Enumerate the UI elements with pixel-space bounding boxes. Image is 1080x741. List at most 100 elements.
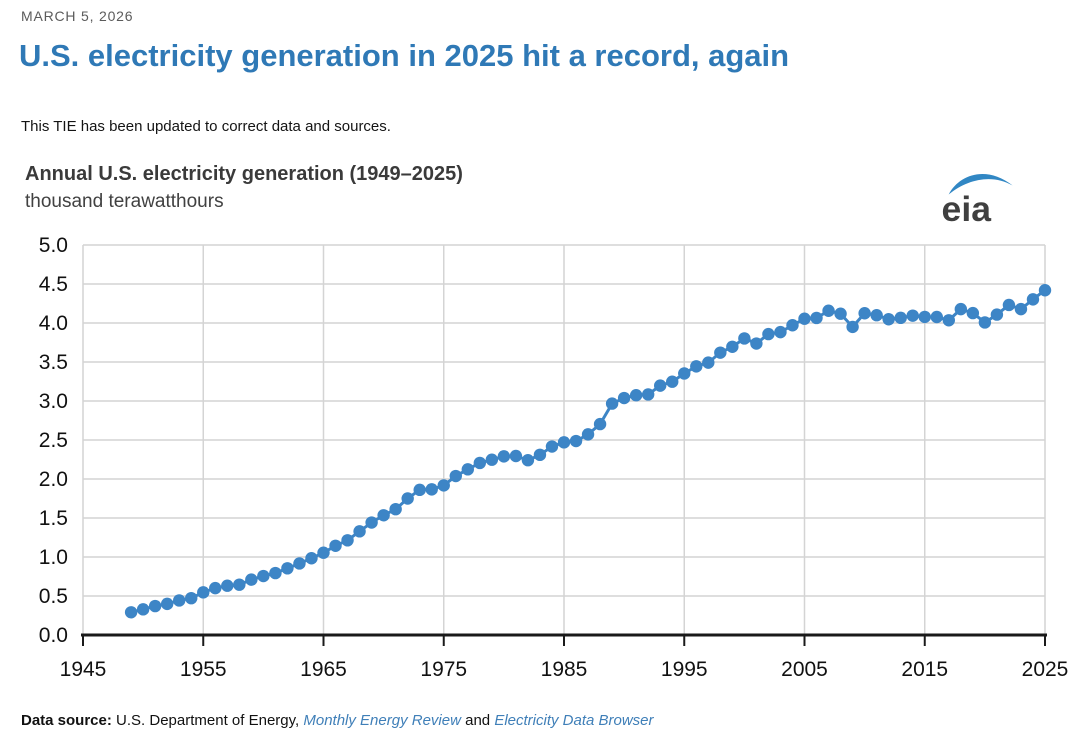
data-point [810, 311, 823, 325]
data-line [130, 289, 1046, 614]
y-axis-tick-label: 5.0 [39, 234, 68, 257]
data-point [569, 434, 583, 448]
data-point [834, 307, 847, 320]
data-point [509, 449, 523, 463]
data-point [1014, 302, 1028, 316]
data-point [762, 327, 775, 341]
x-axis-tick-label: 1995 [661, 658, 708, 681]
data-point [918, 310, 931, 324]
data-point [798, 312, 811, 325]
data-point [593, 417, 607, 431]
data-point [221, 579, 234, 592]
data-point [641, 388, 655, 401]
data-point [629, 389, 643, 402]
data-point [666, 375, 679, 388]
data-point [269, 566, 282, 580]
data-point [966, 306, 980, 320]
data-point [617, 391, 631, 405]
update-note: This TIE has been updated to correct dat… [21, 118, 391, 135]
data-point [702, 356, 715, 369]
x-axis-tick-label: 2015 [901, 658, 948, 681]
y-axis-tick-label: 4.0 [39, 312, 68, 335]
data-point [774, 325, 787, 339]
x-axis-tick-label: 1945 [60, 658, 107, 681]
data-point [690, 360, 703, 373]
data-point [365, 516, 378, 529]
data-point [148, 599, 162, 613]
data-point [942, 314, 955, 327]
data-point [678, 367, 691, 380]
data-point [906, 309, 919, 322]
data-point [605, 397, 619, 410]
generation-chart: 0.0 0.5 1.0 1.5 2.0 2.5 3.0 3.5 4.0 4.5 5.0 1945 195… [39, 234, 1069, 681]
data-point [978, 316, 992, 329]
data-point [521, 454, 535, 467]
data-point [425, 483, 438, 496]
y-axis-tick-label: 0.0 [39, 624, 68, 647]
data-source-label: Data source: [21, 712, 112, 729]
monthly-energy-review-link[interactable]: Monthly Energy Review [303, 712, 461, 729]
data-point [786, 319, 799, 332]
data-point [557, 436, 571, 449]
data-point [341, 534, 354, 547]
data-point [329, 539, 342, 552]
data-point [1026, 293, 1040, 306]
data-point [497, 450, 511, 463]
y-axis-tick-label: 2.0 [39, 468, 68, 491]
data-point [377, 509, 390, 522]
data-point [954, 302, 968, 316]
y-axis-tick-label: 2.5 [39, 429, 68, 452]
data-point [160, 597, 174, 611]
data-point [257, 569, 270, 583]
data-source-text: U.S. Department of Energy, [111, 712, 304, 729]
data-point [233, 578, 246, 591]
data-point [209, 581, 222, 595]
y-axis-tick-label: 3.0 [39, 390, 68, 413]
electricity-data-browser-link[interactable]: Electricity Data Browser [494, 712, 654, 729]
data-point [822, 304, 835, 317]
data-point [281, 562, 294, 575]
eia-logo: eia [942, 173, 1013, 228]
date-label: MARCH 5, 2026 [21, 8, 134, 24]
y-axis-tick-label: 4.5 [39, 273, 68, 296]
chart-units-subtitle: thousand terawatthours [25, 191, 224, 212]
eia-logo-text: eia [942, 189, 992, 228]
data-point [449, 469, 462, 483]
data-point [173, 594, 186, 607]
chart-title: Annual U.S. electricity generation (1949… [25, 163, 463, 185]
data-point [870, 309, 883, 322]
page-title: U.S. electricity generation in 2025 hit … [19, 38, 790, 73]
y-axis-tick-label: 0.5 [39, 585, 68, 608]
data-point [533, 448, 547, 462]
data-point [389, 502, 402, 516]
data-point [461, 463, 474, 476]
data-point [545, 440, 559, 453]
data-point [858, 307, 871, 320]
data-source-and: and [460, 712, 495, 729]
data-point [846, 320, 859, 334]
data-point [485, 453, 499, 466]
data-point [726, 340, 739, 353]
data-point [882, 313, 895, 326]
x-axis-tick-label: 1975 [420, 658, 467, 681]
y-axis-tick-label: 3.5 [39, 351, 68, 374]
data-point [581, 428, 595, 441]
data-point [293, 557, 306, 570]
data-point [124, 606, 138, 619]
x-axis-tick-label: 1965 [300, 658, 347, 681]
x-axis-tick-label: 2025 [1022, 658, 1069, 681]
data-point [654, 379, 667, 392]
data-point [1002, 298, 1016, 312]
x-axis-tick-label: 1955 [180, 658, 227, 681]
data-point [197, 586, 210, 599]
data-point [413, 483, 426, 497]
y-axis-tick-label: 1.0 [39, 546, 68, 569]
data-point [714, 346, 727, 359]
data-point [1038, 284, 1052, 297]
x-axis-tick-label: 1985 [541, 658, 588, 681]
data-point [930, 310, 943, 324]
data-point [401, 492, 414, 505]
data-source-line: Data source: U.S. Department of Energy, … [21, 712, 654, 729]
data-point [136, 603, 150, 616]
